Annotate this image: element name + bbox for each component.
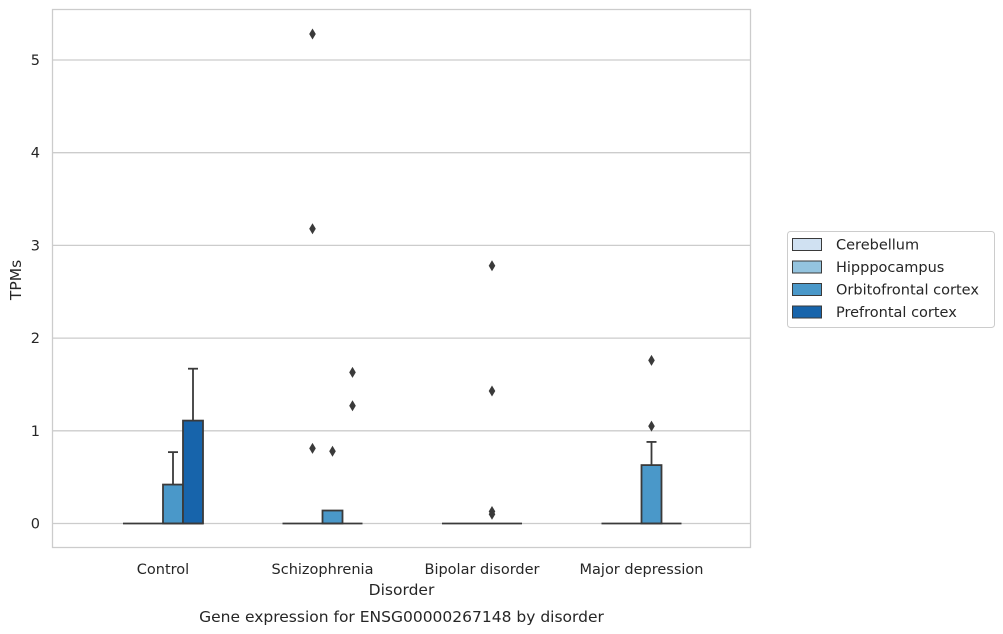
y-tick-label: 5 [31, 53, 40, 69]
y-tick-label: 0 [31, 517, 40, 533]
box-group [321, 445, 344, 525]
x-axis-label: Disorder [369, 581, 435, 599]
y-tick-label: 1 [31, 424, 40, 440]
box-group [640, 354, 663, 525]
box-group [182, 367, 204, 525]
legend-frame [787, 231, 995, 328]
legend-swatch [792, 283, 822, 296]
legend-label: Orbitofrontal cortex [836, 283, 979, 299]
box-group [482, 260, 502, 525]
boxplot-marks [123, 28, 682, 525]
x-tick-label: Bipolar disorder [425, 562, 540, 578]
outlier-point [349, 400, 356, 412]
box-group [302, 28, 323, 525]
box-group [342, 366, 363, 525]
legend-swatch [792, 238, 822, 251]
box-body [640, 464, 663, 525]
x-tick-label: Control [137, 562, 189, 578]
outlier-point [349, 366, 356, 378]
y-tick-label: 4 [31, 146, 40, 162]
outlier-point [648, 420, 655, 432]
outlier-point [488, 385, 496, 397]
legend-swatch [792, 260, 822, 274]
x-tick-label: Schizophrenia [272, 562, 374, 578]
x-axis-ticks: Control Schizophrenia Bipolar disorder Majo… [137, 562, 704, 578]
legend-label: Cerebellum [836, 238, 919, 254]
gridlines [52, 59, 751, 525]
legend-swatch [792, 305, 822, 319]
y-axis-ticks: 0 1 2 3 4 5 [31, 53, 40, 533]
box-body [182, 419, 204, 525]
plot-frame [51, 8, 752, 549]
outlier-point [488, 508, 496, 520]
legend-label: Hipppocampus [836, 260, 944, 276]
chart-caption: Gene expression for ENSG00000267148 by d… [199, 608, 604, 626]
box-body [321, 509, 344, 525]
outlier-point [648, 354, 655, 366]
x-tick-label: Major depression [580, 562, 704, 578]
y-tick-label: 2 [31, 331, 40, 347]
box-body [162, 483, 184, 525]
outlier-point [329, 445, 336, 457]
legend-label: Prefrontal cortex [836, 305, 957, 321]
outlier-point [309, 442, 316, 454]
legend: Cerebellum Hipppocampus Orbitofrontal cort… [787, 231, 995, 328]
outlier-point [488, 260, 496, 272]
outlier-point [309, 28, 316, 40]
outlier-point [309, 223, 316, 235]
box-group [162, 451, 184, 525]
y-axis-label: TPMs [7, 260, 25, 301]
y-tick-label: 3 [31, 238, 40, 254]
